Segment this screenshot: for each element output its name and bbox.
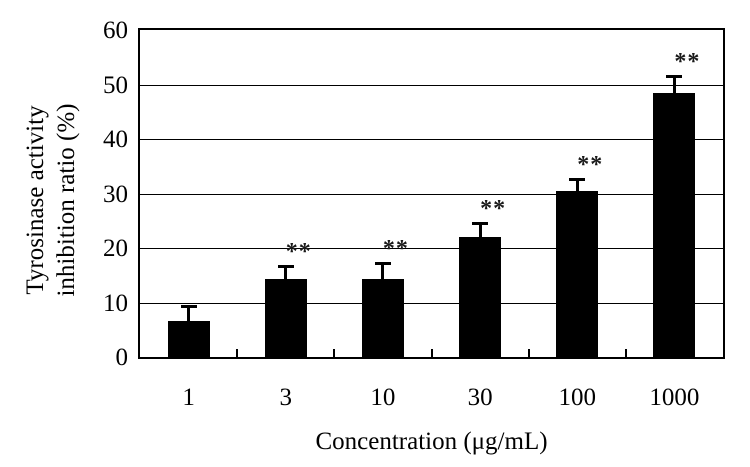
bar-category-10	[361, 279, 404, 357]
y-gridline	[140, 302, 723, 304]
y-gridline	[140, 84, 723, 86]
error-bar-cap	[277, 264, 294, 268]
error-bar	[672, 76, 676, 105]
significance-label: **	[480, 196, 507, 223]
y-gridline	[140, 139, 723, 140]
y-gridline	[140, 248, 723, 249]
significance-label: **	[382, 235, 409, 262]
bar-category-100	[556, 190, 599, 357]
x-axis-tick	[430, 349, 433, 357]
error-bar-cap	[374, 261, 391, 265]
y-tick-label: 60	[103, 17, 128, 44]
significance-label: **	[674, 49, 701, 76]
plot-area: ** ** ** ** **	[138, 28, 725, 359]
bar-category-1000	[653, 92, 696, 357]
x-axis-title: Concentration (μg/mL)	[315, 428, 548, 455]
error-bar	[187, 306, 191, 333]
y-tick-label: 0	[115, 344, 129, 371]
significance-label: **	[577, 151, 604, 178]
x-axis-tick	[236, 349, 239, 357]
y-tick-label: 20	[103, 235, 128, 262]
x-tick-label: 1	[182, 384, 195, 411]
y-tick-label: 10	[103, 289, 128, 317]
error-bar	[575, 178, 579, 203]
error-bar	[478, 223, 482, 250]
y-tick-label: 30	[103, 180, 128, 208]
bar-category-3	[264, 279, 307, 357]
y-tick-label: 40	[103, 126, 128, 153]
y-tick-label: 50	[103, 71, 128, 99]
x-tick-label: 3	[279, 384, 292, 411]
x-tick-label: 100	[558, 384, 596, 411]
error-bar	[284, 265, 288, 292]
error-bar-cap	[472, 222, 489, 226]
x-axis-tick	[624, 349, 627, 357]
error-bar-cap	[569, 177, 586, 181]
x-axis-tick	[527, 349, 530, 357]
y-gridline	[140, 193, 723, 195]
x-tick-label: 1000	[649, 384, 700, 411]
significance-label: **	[285, 238, 312, 265]
x-tick-label: 10	[370, 384, 396, 411]
x-tick-label: 30	[467, 384, 493, 411]
x-axis-tick	[333, 349, 336, 357]
bar-category-30	[459, 237, 502, 357]
error-bar-cap	[180, 305, 197, 309]
error-bar	[381, 262, 385, 292]
error-bar-cap	[666, 75, 683, 79]
